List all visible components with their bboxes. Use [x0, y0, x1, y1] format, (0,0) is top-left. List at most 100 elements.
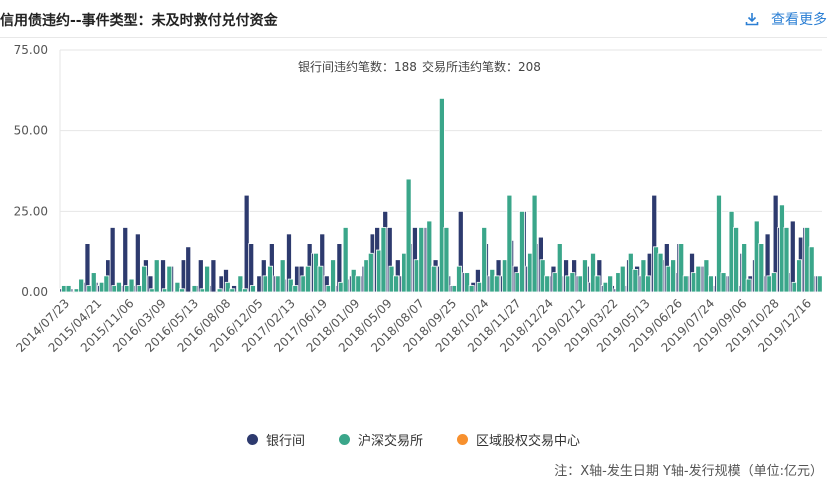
legend-regional-label: 区域股权交易中心 — [476, 433, 581, 449]
bar-exchange[interactable] — [619, 265, 626, 293]
bar-bank[interactable] — [185, 246, 192, 293]
bar-exchange[interactable] — [141, 265, 148, 293]
bar-exchange[interactable] — [607, 275, 614, 293]
bar-exchange[interactable] — [317, 265, 324, 293]
bar-exchange[interactable] — [250, 285, 256, 293]
y-axis-ticks: 75.00 50.00 25.00 0.00 — [14, 43, 48, 299]
bar-bank[interactable] — [248, 243, 255, 293]
bar-exchange[interactable] — [405, 178, 412, 293]
bar-exchange[interactable] — [645, 275, 651, 293]
bar-exchange[interactable] — [116, 281, 122, 293]
bar-exchange[interactable] — [720, 272, 727, 293]
bar-exchange[interactable] — [393, 275, 399, 293]
download-icon[interactable] — [745, 12, 759, 26]
bar-exchange[interactable] — [464, 272, 470, 293]
bar-bank[interactable] — [84, 243, 91, 293]
legend-item-exchange[interactable]: 沪深交易所 — [338, 430, 423, 449]
bar-exchange[interactable] — [241, 288, 248, 293]
bar-exchange[interactable] — [128, 278, 135, 293]
bar-exchange[interactable] — [443, 227, 450, 293]
bar-exchange[interactable] — [481, 227, 488, 293]
bar-exchange[interactable] — [582, 259, 588, 293]
bar-bank[interactable] — [197, 259, 204, 293]
bar-bank[interactable] — [122, 227, 129, 293]
bar-exchange[interactable] — [816, 275, 823, 293]
bar-exchange[interactable] — [682, 275, 689, 293]
bar-exchange[interactable] — [758, 243, 765, 293]
bar-exchange[interactable] — [678, 243, 685, 293]
bar-exchange[interactable] — [304, 265, 311, 293]
bar-exchange[interactable] — [229, 288, 236, 293]
bar-exchange[interactable] — [418, 227, 425, 293]
bar-exchange[interactable] — [594, 275, 601, 293]
legend-item-bank[interactable]: 银行间 — [246, 430, 305, 449]
bar-exchange[interactable] — [438, 98, 445, 293]
bar-exchange[interactable] — [153, 259, 160, 293]
view-more-button[interactable]: 查看更多 — [745, 9, 827, 29]
bar-exchange[interactable] — [506, 194, 513, 293]
bar-exchange[interactable] — [716, 194, 722, 293]
bar-exchange[interactable] — [456, 265, 462, 293]
bar-exchange[interactable] — [741, 243, 748, 293]
bars — [59, 98, 823, 293]
bar-bank[interactable] — [109, 227, 116, 293]
bar-exchange[interactable] — [90, 272, 97, 293]
x-axis-ticks: 2014/07/232015/04/212015/11/062016/03/09… — [13, 296, 814, 355]
y-tick-label: 0.00 — [21, 285, 48, 299]
bar-exchange[interactable] — [556, 243, 563, 293]
bar-exchange[interactable] — [468, 285, 475, 293]
y-tick-label: 75.00 — [14, 43, 48, 57]
bar-exchange[interactable] — [224, 281, 231, 293]
legend-item-regional[interactable]: 区域股权交易中心 — [457, 430, 580, 449]
bar-exchange[interactable] — [65, 285, 72, 293]
legend-exchange-dot — [338, 433, 350, 445]
bar-exchange[interactable] — [179, 288, 185, 293]
bar-exchange[interactable] — [426, 220, 433, 293]
bar-exchange[interactable] — [770, 272, 777, 293]
bar-exchange[interactable] — [695, 265, 702, 293]
bar-exchange[interactable] — [544, 275, 551, 293]
bar-exchange[interactable] — [279, 259, 286, 293]
bar-bank[interactable] — [789, 220, 796, 293]
bar-exchange[interactable] — [590, 252, 596, 293]
bar-exchange[interactable] — [657, 252, 664, 293]
bar-exchange[interactable] — [292, 285, 299, 293]
bar-exchange[interactable] — [330, 259, 336, 293]
bar-exchange[interactable] — [204, 265, 211, 293]
bar-exchange[interactable] — [493, 275, 500, 293]
bar-exchange[interactable] — [237, 275, 244, 293]
bar-exchange[interactable] — [783, 227, 790, 293]
bar-bank[interactable] — [210, 259, 217, 293]
bar-exchange[interactable] — [531, 194, 538, 293]
bar-exchange[interactable] — [216, 288, 223, 293]
bar-exchange[interactable] — [166, 265, 173, 293]
legend-exchange-label: 沪深交易所 — [357, 433, 423, 449]
chart-legend: 银行间 沪深交易所 区域股权交易中心 — [0, 430, 827, 449]
bar-bank[interactable] — [160, 259, 166, 293]
bar-exchange[interactable] — [267, 265, 274, 293]
bar-exchange[interactable] — [103, 275, 110, 293]
bar-exchange[interactable] — [707, 275, 714, 293]
bar-bank[interactable] — [134, 233, 141, 293]
y-tick-label: 25.00 — [14, 204, 48, 218]
bar-exchange[interactable] — [569, 272, 576, 293]
bar-exchange[interactable] — [796, 259, 802, 293]
bar-exchange[interactable] — [733, 227, 740, 293]
bar-exchange[interactable] — [632, 269, 639, 293]
bar-chart: 75.00 50.00 25.00 0.00 2014/07/232015/04/21… — [13, 43, 823, 355]
bar-exchange[interactable] — [355, 275, 362, 293]
bar-exchange[interactable] — [191, 285, 198, 293]
bar-exchange[interactable] — [367, 252, 374, 293]
bar-exchange[interactable] — [342, 227, 349, 293]
bar-exchange[interactable] — [745, 278, 752, 293]
bar-exchange[interactable] — [174, 281, 181, 293]
legend-bank-dot — [246, 433, 258, 445]
bar-exchange[interactable] — [670, 259, 677, 293]
bar-exchange[interactable] — [808, 246, 815, 293]
bar-exchange[interactable] — [519, 210, 525, 293]
bar-exchange[interactable] — [430, 265, 437, 293]
bar-exchange[interactable] — [78, 278, 85, 293]
legend-bank-label: 银行间 — [265, 433, 305, 449]
bar-exchange[interactable] — [380, 227, 387, 293]
view-more-label[interactable]: 查看更多 — [771, 12, 827, 28]
